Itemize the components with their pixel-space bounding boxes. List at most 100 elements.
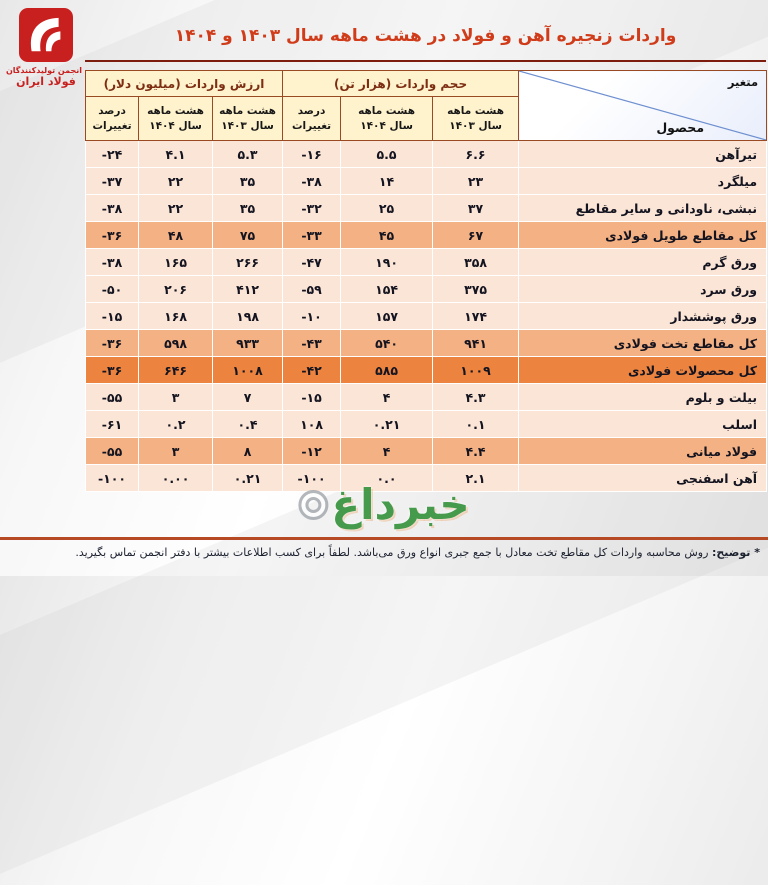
cell-val-pct: -۳۶ xyxy=(84,329,140,357)
product-cell: ورق گرم xyxy=(518,248,768,276)
cell-vol-1403: ۱۷۴ xyxy=(432,302,520,330)
cell-vol-1404: ۴ xyxy=(340,437,434,465)
cell-val-1404: ۲۲ xyxy=(138,194,214,222)
subheader-volume-change: درصد تغییرات xyxy=(282,96,342,141)
product-cell: میلگرد xyxy=(518,167,768,195)
cell-val-1404: ۳ xyxy=(138,437,214,465)
steel-association-logo-icon xyxy=(19,8,73,62)
cell-vol-1403: ۴.۴ xyxy=(432,437,520,465)
cell-val-1403: ۱۹۸ xyxy=(212,302,284,330)
corner-label-variable: متغیر xyxy=(727,75,759,89)
cell-val-pct: -۵۵ xyxy=(84,383,140,411)
cell-val-pct: -۱۵ xyxy=(84,302,140,330)
table-row: بیلت و بلوم ۴.۳ ۴ -۱۵ ۷ ۳ -۵۵ xyxy=(84,383,768,411)
cell-vol-1404: ۰.۰ xyxy=(340,464,434,492)
table-row: کل مقاطع طویل فولادی ۶۷ ۴۵ -۳۳ ۷۵ ۴۸ -۳۶ xyxy=(84,221,768,249)
subheader-value-change: درصد تغییرات xyxy=(84,96,140,141)
cell-val-1404: ۳ xyxy=(138,383,214,411)
product-cell: اسلب xyxy=(518,410,768,438)
cell-val-1403: ۰.۲۱ xyxy=(212,464,284,492)
cell-vol-1404: ۱۴ xyxy=(340,167,434,195)
news-watermark: خبرداغ xyxy=(298,480,470,529)
cell-vol-pct: -۵۹ xyxy=(282,275,342,303)
group-header-volume: حجم واردات (هزار تن) xyxy=(282,70,520,97)
table-row: فولاد میانی ۴.۴ ۴ -۱۲ ۸ ۳ -۵۵ xyxy=(84,437,768,465)
table-row: کل مقاطع تخت فولادی ۹۴۱ ۵۴۰ -۴۳ ۹۳۳ ۵۹۸ -۳۶ xyxy=(84,329,768,357)
cell-val-1404: ۴۸ xyxy=(138,221,214,249)
table-row: میلگرد ۲۳ ۱۴ -۳۸ ۳۵ ۲۲ -۳۷ xyxy=(84,167,768,195)
subheader-value-1403: هشت ماهه سال ۱۴۰۳ xyxy=(212,96,284,141)
cell-vol-1403: ۹۴۱ xyxy=(432,329,520,357)
cell-val-1403: ۷۵ xyxy=(212,221,284,249)
cell-val-1403: ۰.۴ xyxy=(212,410,284,438)
cell-vol-pct: ۱۰۸ xyxy=(282,410,342,438)
cell-val-1403: ۵.۳ xyxy=(212,140,284,168)
cell-vol-1403: ۳۷ xyxy=(432,194,520,222)
cell-vol-1404: ۵.۵ xyxy=(340,140,434,168)
product-cell: بیلت و بلوم xyxy=(518,383,768,411)
cell-val-1404: ۲۰۶ xyxy=(138,275,214,303)
cell-vol-pct: -۳۳ xyxy=(282,221,342,249)
cell-val-1403: ۸ xyxy=(212,437,284,465)
corner-label-product: محصول xyxy=(656,120,705,135)
logo-text-line1: انجمن تولیدکنندگان xyxy=(5,66,82,75)
product-cell: فولاد میانی xyxy=(518,437,768,465)
table-row: آهن اسفنجی ۲.۱ ۰.۰ -۱۰۰ ۰.۲۱ ۰.۰۰ -۱۰۰ xyxy=(84,464,768,492)
target-icon xyxy=(298,489,329,520)
cell-val-pct: -۶۱ xyxy=(84,410,140,438)
product-cell: ورق پوششدار xyxy=(518,302,768,330)
cell-vol-pct: -۱۶ xyxy=(282,140,342,168)
cell-val-pct: -۳۸ xyxy=(84,248,140,276)
cell-vol-1404: ۵۴۰ xyxy=(340,329,434,357)
cell-val-1403: ۳۵ xyxy=(212,194,284,222)
cell-vol-1403: ۶۷ xyxy=(432,221,520,249)
cell-vol-1403: ۲۳ xyxy=(432,167,520,195)
cell-val-pct: -۲۴ xyxy=(84,140,140,168)
table-header: متغیر محصول حجم واردات (هزار تن) ارزش وا… xyxy=(84,70,768,141)
product-cell: تیرآهن xyxy=(518,140,768,168)
cell-vol-pct: -۴۷ xyxy=(282,248,342,276)
footnote: * توضیح: روش محاسبه واردات کل مقاطع تخت … xyxy=(6,546,760,559)
table-row: ورق سرد ۳۷۵ ۱۵۴ -۵۹ ۴۱۲ ۲۰۶ -۵۰ xyxy=(84,275,768,303)
cell-vol-pct: -۱۵ xyxy=(282,383,342,411)
cell-val-1403: ۹۳۳ xyxy=(212,329,284,357)
cell-vol-1403: ۴.۳ xyxy=(432,383,520,411)
cell-vol-1404: ۱۵۴ xyxy=(340,275,434,303)
cell-vol-pct: -۱۰ xyxy=(282,302,342,330)
table-row: ورق پوششدار ۱۷۴ ۱۵۷ -۱۰ ۱۹۸ ۱۶۸ -۱۵ xyxy=(84,302,768,330)
product-cell: نبشی، ناودانی و سایر مقاطع xyxy=(518,194,768,222)
cell-vol-1403: ۶.۶ xyxy=(432,140,520,168)
group-header-value: ارزش واردات (میلیون دلار) xyxy=(84,70,284,97)
cell-val-pct: -۳۶ xyxy=(84,221,140,249)
subheader-value-1404: هشت ماهه سال ۱۴۰۴ xyxy=(138,96,214,141)
cell-vol-pct: -۱۰۰ xyxy=(282,464,342,492)
cell-vol-1403: ۳۵۸ xyxy=(432,248,520,276)
cell-val-1403: ۴۱۲ xyxy=(212,275,284,303)
subheader-volume-1404: هشت ماهه سال ۱۴۰۴ xyxy=(340,96,434,141)
cell-val-1403: ۲۶۶ xyxy=(212,248,284,276)
cell-val-pct: -۳۸ xyxy=(84,194,140,222)
cell-val-1404: ۱۶۸ xyxy=(138,302,214,330)
product-cell: کل محصولات فولادی xyxy=(518,356,768,384)
cell-vol-1404: ۱۹۰ xyxy=(340,248,434,276)
cell-val-pct: -۵۵ xyxy=(84,437,140,465)
table-body: تیرآهن ۶.۶ ۵.۵ -۱۶ ۵.۳ ۴.۱ -۲۴ میلگرد ۲۳ ۱۴ -۳۸ ۳۵ ۲… xyxy=(84,140,768,492)
corner-cell: متغیر محصول xyxy=(518,70,768,141)
cell-vol-1403: ۲.۱ xyxy=(432,464,520,492)
imports-table: متغیر محصول حجم واردات (هزار تن) ارزش وا… xyxy=(84,70,768,492)
product-cell: ورق سرد xyxy=(518,275,768,303)
table-row: نبشی، ناودانی و سایر مقاطع ۳۷ ۲۵ -۳۲ ۳۵ ۲۲ -۳۸ xyxy=(84,194,768,222)
cell-val-pct: -۵۰ xyxy=(84,275,140,303)
product-cell: آهن اسفنجی xyxy=(518,464,768,492)
cell-vol-1404: ۰.۲۱ xyxy=(340,410,434,438)
table-row: ورق گرم ۳۵۸ ۱۹۰ -۴۷ ۲۶۶ ۱۶۵ -۳۸ xyxy=(84,248,768,276)
cell-val-pct: -۳۶ xyxy=(84,356,140,384)
cell-vol-1403: ۰.۱ xyxy=(432,410,520,438)
watermark-text: خبرداغ xyxy=(331,480,470,529)
bottom-divider xyxy=(0,537,768,540)
cell-vol-1404: ۴۵ xyxy=(340,221,434,249)
cell-val-1403: ۷ xyxy=(212,383,284,411)
cell-val-1403: ۳۵ xyxy=(212,167,284,195)
table-row: کل محصولات فولادی ۱۰۰۹ ۵۸۵ -۴۲ ۱۰۰۸ ۶۴۶ -۳۶ xyxy=(84,356,768,384)
title-divider xyxy=(85,60,766,62)
